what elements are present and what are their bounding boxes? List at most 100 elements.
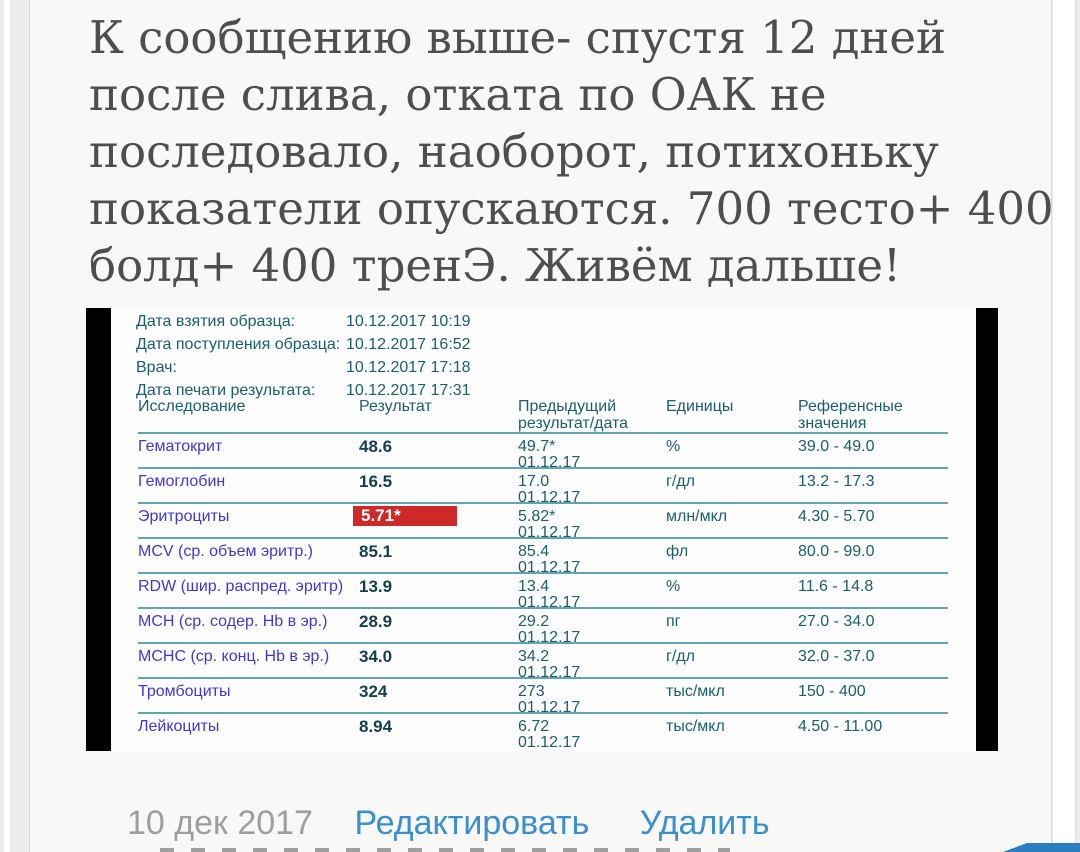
scroll-top-button-partial[interactable] xyxy=(1003,843,1080,852)
meta-label: Дата взятия образца: xyxy=(136,313,296,330)
post-body-text: К сообщению выше- спустя 12 дней после с… xyxy=(89,9,1054,294)
units: млн/мкл xyxy=(666,508,728,525)
edit-link[interactable]: Редактировать xyxy=(354,804,590,842)
previous-result: 6.72 xyxy=(518,718,550,735)
units: фл xyxy=(666,543,689,560)
previous-result: 49.7* xyxy=(518,438,556,455)
reference-range: 13.2 - 17.3 xyxy=(798,473,875,490)
test-name: Эритроциты xyxy=(138,508,230,525)
meta-label: Дата печати результата: xyxy=(136,382,316,399)
test-result: 48.6 xyxy=(359,437,393,456)
post-text-line: показатели опускаются. 700 тесто+ 400 xyxy=(89,182,1054,235)
test-result: 13.9 xyxy=(359,577,393,596)
previous-date: 01.12.17 xyxy=(518,524,581,541)
previous-date: 01.12.17 xyxy=(518,594,581,611)
reference-range: 32.0 - 37.0 xyxy=(798,648,875,665)
previous-result: 29.2 xyxy=(518,613,550,630)
meta-value: 10.12.2017 16:52 xyxy=(346,336,471,353)
post-footer: 10 дек 2017 Редактировать Удалить xyxy=(127,804,770,843)
column-header-reference: Референсные значения xyxy=(798,398,903,432)
reference-range: 27.0 - 34.0 xyxy=(798,613,875,630)
lab-report-content: Дата взятия образца: 10.12.2017 10:19 Дат… xyxy=(111,308,976,751)
test-name: Тромбоциты xyxy=(138,683,231,700)
units: % xyxy=(666,578,681,595)
test-result: 28.9 xyxy=(359,612,393,631)
units: % xyxy=(666,438,681,455)
page-gutter-left xyxy=(4,0,10,852)
table-row: Эритроциты 5.71* 5.82* 01.12.17 млн/мкл … xyxy=(138,502,948,541)
meta-value: 10.12.2017 10:19 xyxy=(346,313,471,330)
table-row: MCH (ср. содер. Hb в эр.) 28.9 29.2 01.1… xyxy=(138,607,948,646)
units: пг xyxy=(666,613,681,630)
post-date: 10 дек 2017 xyxy=(127,804,313,842)
previous-date: 01.12.17 xyxy=(518,489,581,506)
meta-value: 10.12.2017 17:31 xyxy=(346,382,471,399)
table-row: MCV (ср. объем эритр.) 85.1 85.4 01.12.1… xyxy=(138,537,948,576)
units: г/дл xyxy=(666,473,695,490)
test-result: 16.5 xyxy=(359,472,393,491)
table-row: Гематокрит 48.6 49.7* 01.12.17 % 39.0 - … xyxy=(138,432,948,471)
page-gutter-right xyxy=(1053,0,1076,852)
post-text-line: болд+ 400 тренЭ. Живём дальше! xyxy=(89,239,902,292)
lab-report-meta: Дата взятия образца: 10.12.2017 10:19 Дат… xyxy=(136,313,471,405)
previous-result: 17.0 xyxy=(518,473,550,490)
test-result: 34.0 xyxy=(359,647,393,666)
table-body: Гематокрит 48.6 49.7* 01.12.17 % 39.0 - … xyxy=(138,432,948,751)
reference-range: 4.30 - 5.70 xyxy=(798,508,875,525)
meta-value: 10.12.2017 17:18 xyxy=(346,359,471,376)
units: тыс/мкл xyxy=(666,718,725,735)
reference-range: 80.0 - 99.0 xyxy=(798,543,875,560)
delete-link[interactable]: Удалить xyxy=(639,804,770,842)
meta-row: Врач: 10.12.2017 17:18 xyxy=(136,359,471,382)
previous-result: 273 xyxy=(518,683,545,700)
test-result-flagged: 5.71* xyxy=(353,506,457,526)
previous-date: 01.12.17 xyxy=(518,454,581,471)
previous-date: 01.12.17 xyxy=(518,734,581,751)
meta-row: Дата печати результата: 10.12.2017 17:31 xyxy=(136,382,471,405)
table-row: RDW (шир. распред. эритр) 13.9 13.4 01.1… xyxy=(138,572,948,611)
table-row: MCHC (ср. конц. Hb в эр.) 34.0 34.2 01.1… xyxy=(138,642,948,681)
table-row: Гемоглобин 16.5 17.0 01.12.17 г/дл 13.2 … xyxy=(138,467,948,506)
units: г/дл xyxy=(666,648,695,665)
test-name: MCH (ср. содер. Hb в эр.) xyxy=(138,613,328,630)
post-panel: К сообщению выше- спустя 12 дней после с… xyxy=(29,0,1054,852)
column-header-test: Исследование xyxy=(138,398,246,415)
meta-row: Дата поступления образца: 10.12.2017 16:5… xyxy=(136,336,471,359)
previous-date: 01.12.17 xyxy=(518,559,581,576)
meta-label: Врач: xyxy=(136,359,177,376)
test-name: MCV (ср. объем эритр.) xyxy=(138,543,313,560)
test-name: Гемоглобин xyxy=(138,473,226,490)
previous-date: 01.12.17 xyxy=(518,699,581,716)
previous-date: 01.12.17 xyxy=(518,629,581,646)
meta-label: Дата поступления образца: xyxy=(136,336,341,353)
previous-result: 13.4 xyxy=(518,578,550,595)
column-header-result: Результат xyxy=(359,398,432,415)
cropped-next-line-text xyxy=(160,848,730,852)
reference-range: 4.50 - 11.00 xyxy=(798,718,883,735)
test-result: 8.94 xyxy=(359,717,393,736)
units: тыс/мкл xyxy=(666,683,725,700)
test-name: RDW (шир. распред. эритр) xyxy=(138,578,344,595)
reference-range: 11.6 - 14.8 xyxy=(798,578,874,595)
column-header-previous: Предыдущий результат/дата xyxy=(518,398,629,432)
reference-range: 150 - 400 xyxy=(798,683,866,700)
test-name: Лейкоциты xyxy=(138,718,220,735)
column-header-units: Единицы xyxy=(666,398,734,415)
table-row: Лейкоциты 8.94 6.72 01.12.17 тыс/мкл 4.5… xyxy=(138,712,948,751)
test-name: Гематокрит xyxy=(138,438,223,455)
test-result: 324 xyxy=(359,682,388,701)
table-row: Тромбоциты 324 273 01.12.17 тыс/мкл 150 … xyxy=(138,677,948,716)
test-name: MCHC (ср. конц. Hb в эр.) xyxy=(138,648,330,665)
post-text-line: последовало, наоборот, потихоньку xyxy=(89,125,939,178)
reference-range: 39.0 - 49.0 xyxy=(798,438,875,455)
post-text-line: К сообщению выше- спустя 12 дней xyxy=(89,11,947,64)
previous-result: 5.82* xyxy=(518,508,556,525)
test-result: 85.1 xyxy=(359,542,393,561)
previous-result: 85.4 xyxy=(518,543,550,560)
meta-row: Дата взятия образца: 10.12.2017 10:19 xyxy=(136,313,471,336)
lab-report-image[interactable]: Дата взятия образца: 10.12.2017 10:19 Дат… xyxy=(86,308,998,751)
previous-result: 34.2 xyxy=(518,648,550,665)
post-text-line: после слива, отката по ОАК не xyxy=(89,68,827,121)
previous-date: 01.12.17 xyxy=(518,664,581,681)
